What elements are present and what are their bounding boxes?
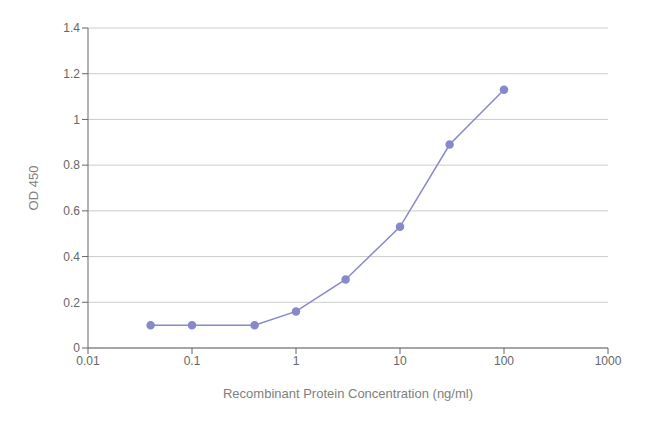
svg-text:1: 1	[73, 113, 80, 127]
svg-text:Recombinant Protein Concentrat: Recombinant Protein Concentration (ng/ml…	[223, 386, 473, 401]
svg-text:0.4: 0.4	[63, 250, 80, 264]
svg-text:0: 0	[73, 341, 80, 355]
svg-text:0.1: 0.1	[184, 354, 201, 368]
svg-text:1.4: 1.4	[63, 21, 80, 35]
svg-text:1: 1	[293, 354, 300, 368]
svg-text:0.2: 0.2	[63, 296, 80, 310]
svg-text:0.8: 0.8	[63, 158, 80, 172]
svg-text:100: 100	[494, 354, 514, 368]
svg-text:10: 10	[393, 354, 407, 368]
svg-text:0.01: 0.01	[76, 354, 100, 368]
svg-text:1000: 1000	[595, 354, 622, 368]
svg-text:OD 450: OD 450	[26, 166, 41, 211]
svg-text:0.6: 0.6	[63, 204, 80, 218]
svg-text:1.2: 1.2	[63, 67, 80, 81]
